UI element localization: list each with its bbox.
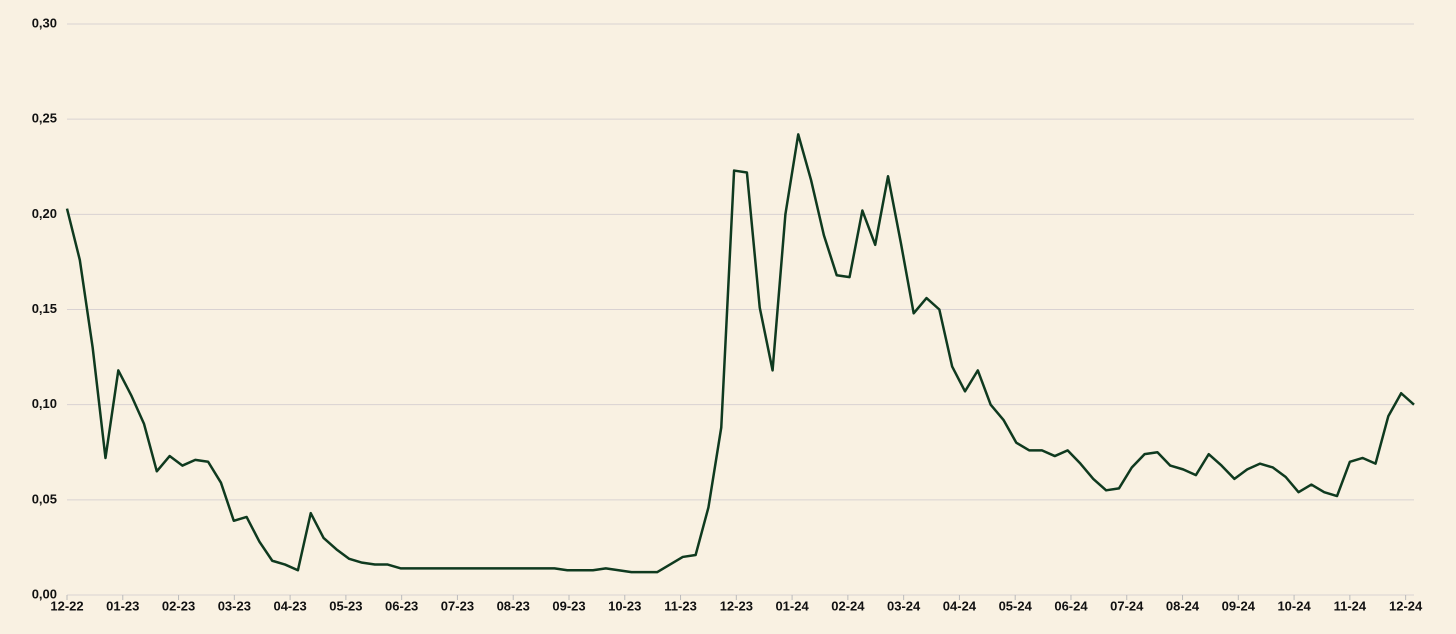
x-tick-label: 09-23 [552, 598, 585, 613]
x-tick-label: 11-24 [1334, 598, 1367, 613]
x-tick-label: 12-23 [720, 598, 753, 613]
x-tick-label: 11-23 [664, 598, 697, 613]
x-tick-label: 10-24 [1277, 598, 1311, 613]
x-tick-label: 03-24 [887, 598, 921, 613]
data-line [65, 133, 1415, 574]
y-tick-label: 0,30 [32, 15, 57, 30]
x-tick-label: 05-24 [999, 598, 1033, 613]
x-tick-label: 01-24 [775, 598, 809, 613]
x-tick-label: 02-24 [831, 598, 865, 613]
x-tick-label: 05-23 [329, 598, 362, 613]
x-tick-label: 02-23 [162, 598, 195, 613]
x-tick-label: 09-24 [1222, 598, 1256, 613]
y-tick-label: 0,00 [32, 586, 57, 601]
y-tick-label: 0,20 [32, 206, 57, 221]
x-tick-label: 06-24 [1054, 598, 1088, 613]
x-tick-label: 04-23 [273, 598, 306, 613]
y-tick-label: 0,15 [32, 301, 57, 316]
x-tick-label: 04-24 [943, 598, 977, 613]
x-tick-label: 12-24 [1389, 598, 1423, 613]
x-tick-label: 08-24 [1166, 598, 1200, 613]
x-tick-label: 01-23 [106, 598, 139, 613]
y-tick-label: 0,10 [32, 396, 57, 411]
y-tick-label: 0,25 [32, 111, 57, 126]
y-tick-label: 0,05 [32, 491, 57, 506]
x-tick-label: 06-23 [385, 598, 418, 613]
x-tick-label: 03-23 [218, 598, 251, 613]
x-tick-label: 07-24 [1110, 598, 1144, 613]
x-tick-label: 07-23 [441, 598, 474, 613]
x-tick-label: 08-23 [497, 598, 530, 613]
x-tick-label: 12-22 [50, 598, 83, 613]
x-tick-label: 10-23 [608, 598, 641, 613]
